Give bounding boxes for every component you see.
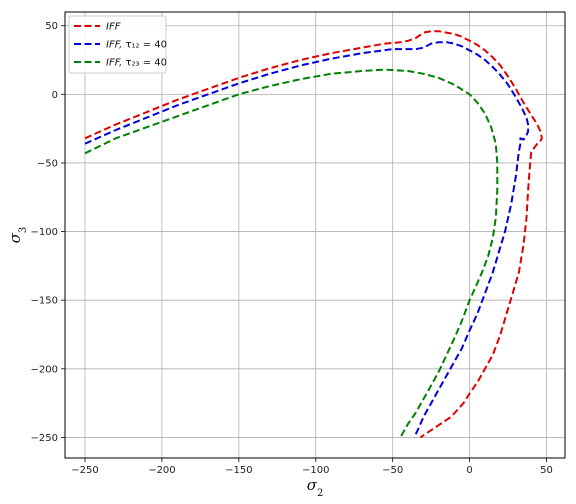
legend-label-2: IFF, τ₁₂ = 40 (106, 40, 167, 51)
y-tick-label: 50 (45, 21, 58, 32)
legend-label-1: IFF (106, 22, 121, 33)
series-line-3 (84, 68, 499, 438)
x-tick-label: −50 (382, 465, 403, 476)
x-axis-label: σ2 (307, 476, 324, 499)
legend-box (68, 15, 167, 74)
series-line-2 (84, 41, 530, 438)
series-layer (84, 30, 543, 439)
legend-items: IFF IFF, τ₁₂ = 40 IFF, τ₂₃ = 40 (74, 22, 167, 69)
y-tick-label: −50 (37, 158, 58, 169)
series-line-1 (84, 30, 543, 439)
legend: IFF IFF, τ₁₂ = 40 IFF, τ₂₃ = 40 (68, 15, 167, 74)
y-axis-label: σ3 (6, 227, 29, 244)
plot-frame (64, 11, 566, 459)
x-tick-label: −250 (71, 465, 98, 476)
ticks: −250 −200 −150 −100 −50 0 50 50 0 −50 −100 −150 −200… (31, 21, 553, 476)
y-tick-label: −100 (31, 227, 58, 238)
y-tick-label: −200 (31, 364, 58, 375)
y-tick-label: −250 (31, 433, 58, 444)
x-tick-label: −200 (148, 465, 175, 476)
x-tick-label: −100 (302, 465, 329, 476)
x-tick-label: −150 (225, 465, 252, 476)
legend-label-3: IFF, τ₂₃ = 40 (106, 58, 167, 69)
y-tick-label: 0 (52, 90, 58, 101)
y-tick-label: −150 (31, 296, 58, 307)
x-tick-label: 0 (466, 465, 472, 476)
x-tick-label: 50 (540, 465, 553, 476)
